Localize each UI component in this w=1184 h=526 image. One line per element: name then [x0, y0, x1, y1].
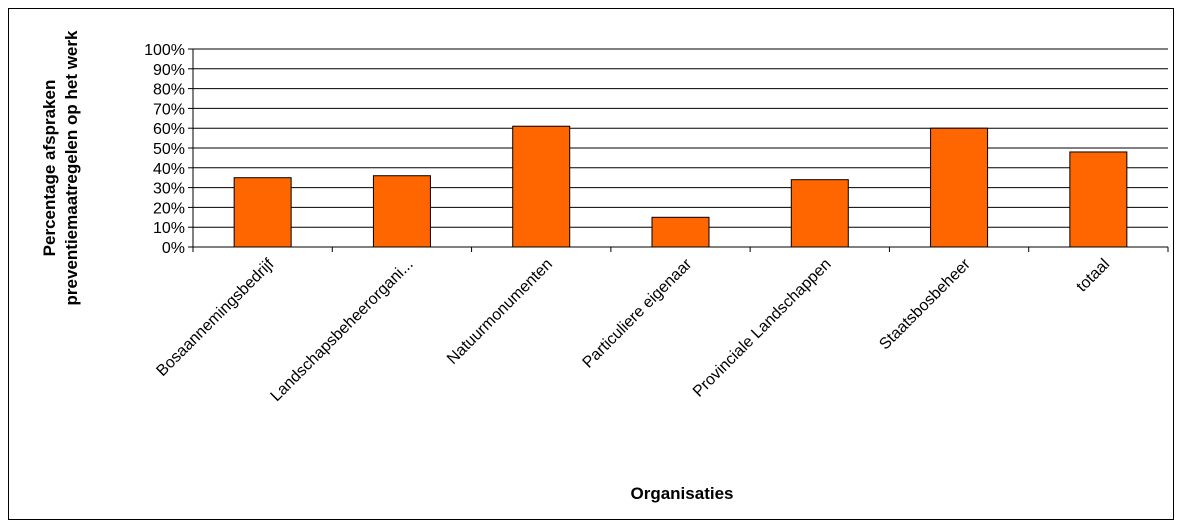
y-tick-label: 60%: [153, 121, 185, 138]
y-tick-label: 80%: [153, 82, 185, 99]
y-tick-label: 50%: [153, 141, 185, 158]
bar: [790, 179, 849, 248]
y-tick-label: 10%: [153, 220, 185, 237]
x-tick-label: Bosaannemingsbedrijf: [153, 255, 277, 379]
bar: [512, 125, 571, 248]
bars: [233, 125, 1128, 248]
x-tick-label: Provinciale Landschappen: [690, 256, 835, 401]
x-tick-label: Staatsbosbeheer: [876, 255, 974, 353]
x-tick-labels: BosaannemingsbedrijfLandschapsbeheerorga…: [153, 255, 1113, 405]
bar: [372, 175, 431, 248]
bar: [930, 127, 989, 248]
y-tick-label: 90%: [153, 62, 185, 79]
y-tick-labels: 0% 10% 20% 30% 40% 50% 60% 70% 80% 90% 100%: [144, 42, 185, 257]
chart-frame: [8, 8, 1174, 520]
x-tick-label: Particuliere eigenaar: [580, 255, 696, 371]
bar: [651, 216, 710, 248]
y-axis-title-line-1: Percentage afspraken: [40, 80, 59, 257]
gridlines: [193, 48, 1168, 228]
y-tick-label: 70%: [153, 101, 185, 118]
x-tick-label: totaal: [1073, 256, 1113, 296]
x-tick-label: Landschapsbeheerorgani...: [268, 256, 417, 405]
y-axis-title-line-2: preventiemaatregelen op het werk: [62, 30, 81, 305]
bar: [233, 177, 292, 248]
x-axis-title: Organisaties: [631, 484, 734, 503]
y-tick-label: 100%: [144, 42, 185, 59]
bar: [1069, 151, 1128, 248]
y-tick-label: 40%: [153, 161, 185, 178]
y-tick-label: 30%: [153, 181, 185, 198]
y-tick-label: 0%: [162, 240, 185, 257]
axes: [188, 48, 1169, 252]
y-tick-label: 20%: [153, 200, 185, 217]
x-tick-label: Natuurmonumenten: [444, 256, 556, 368]
